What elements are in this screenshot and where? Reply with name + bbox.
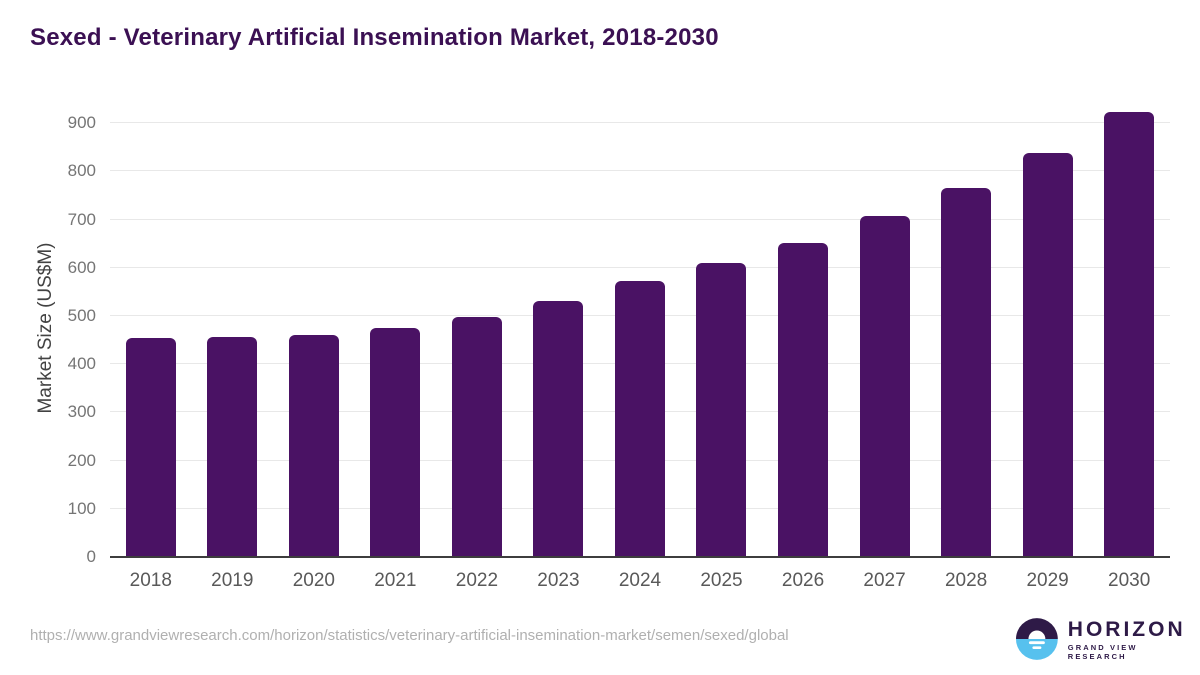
bar-2018	[125, 337, 176, 557]
bar-2027	[859, 216, 910, 557]
bar-column-2024: 2024	[599, 99, 681, 591]
y-tick-label-700: 700	[67, 209, 96, 229]
bar-column-2019: 2019	[192, 99, 274, 591]
horizon-logo-icon	[1015, 618, 1058, 660]
y-tick-label-500: 500	[67, 305, 96, 325]
x-tick-label-2030: 2030	[1108, 570, 1151, 591]
bar-2023	[533, 301, 584, 557]
bar-2022	[451, 317, 502, 557]
x-tick-label-2023: 2023	[537, 570, 580, 591]
bar-column-2023: 2023	[518, 99, 600, 591]
x-tick-label-2025: 2025	[700, 570, 743, 591]
x-axis-line	[110, 556, 1170, 558]
x-tick-label-2029: 2029	[1026, 570, 1069, 591]
x-tick-label-2021: 2021	[374, 570, 417, 591]
logo-text-block: HORIZON GRAND VIEW RESEARCH	[1068, 618, 1200, 661]
x-tick-label-2022: 2022	[455, 570, 499, 591]
bar-2026	[778, 242, 829, 557]
bar-2029	[1022, 153, 1073, 557]
bar-column-2030: 2030	[1088, 99, 1170, 591]
y-tick-label-800: 800	[67, 161, 96, 181]
bar-2025	[696, 262, 747, 557]
bar-column-2029: 2029	[1007, 99, 1089, 591]
bar-column-2026: 2026	[762, 99, 844, 591]
bar-series: 2018 2019 2020 2021 2022 2023 2024 2025 2026 2027…	[110, 99, 1170, 591]
logo-subtitle: GRAND VIEW RESEARCH	[1067, 642, 1138, 661]
bar-column-2022: 2022	[436, 99, 518, 591]
bar-column-2020: 2020	[273, 99, 355, 591]
x-tick-label-2018: 2018	[129, 570, 172, 591]
y-tick-label-900: 900	[67, 113, 96, 133]
bar-column-2028: 2028	[925, 99, 1007, 591]
bar-column-2025: 2025	[681, 99, 763, 591]
gridline-600	[110, 266, 1170, 268]
x-tick-label-2020: 2020	[292, 570, 335, 591]
y-tick-label-300: 300	[67, 402, 96, 422]
x-tick-label-2028: 2028	[944, 570, 988, 591]
bar-column-2027: 2027	[844, 99, 926, 591]
bar-2024	[614, 281, 665, 557]
x-tick-label-2024: 2024	[618, 570, 662, 591]
gridline-900	[110, 122, 1170, 124]
plot-area: 2018 2019 2020 2021 2022 2023 2024 2025 2026 2027…	[68, 99, 1170, 591]
y-tick-label-0: 0	[86, 547, 96, 566]
source-url: https://www.grandviewresearch.com/horizo…	[30, 627, 789, 644]
logo-name: HORIZON	[1067, 617, 1186, 641]
bar-2021	[370, 327, 421, 557]
bar-2028	[941, 187, 992, 557]
y-tick-label-600: 600	[67, 257, 96, 277]
x-tick-label-2019: 2019	[211, 570, 254, 591]
bar-2019	[207, 336, 258, 557]
bar-column-2021: 2021	[355, 99, 437, 591]
y-tick-label-400: 400	[67, 354, 96, 374]
x-tick-label-2027: 2027	[863, 570, 906, 591]
x-tick-label-2026: 2026	[781, 570, 825, 591]
gridline-700	[110, 218, 1170, 220]
y-tick-label-100: 100	[67, 498, 96, 518]
page-title: Sexed - Veterinary Artificial Inseminati…	[30, 24, 719, 51]
bar-column-2018: 2018	[110, 99, 192, 591]
y-tick-label-200: 200	[67, 450, 96, 470]
brand-logo: HORIZON GRAND VIEW RESEARCH	[1015, 617, 1200, 661]
gridline-800	[110, 170, 1170, 172]
bar-2030	[1104, 112, 1155, 557]
bar-2020	[288, 335, 339, 557]
